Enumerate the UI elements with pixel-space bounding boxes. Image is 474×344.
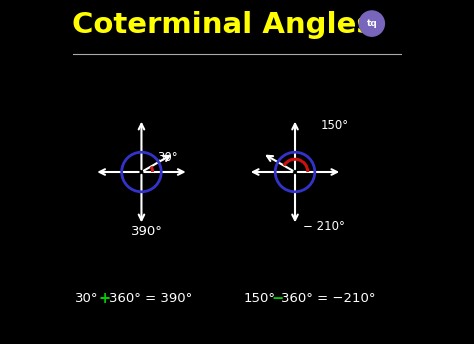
Text: Coterminal Angles: Coterminal Angles bbox=[73, 11, 374, 39]
Text: 390°: 390° bbox=[131, 225, 163, 238]
Text: −: − bbox=[271, 291, 283, 306]
Text: 360° = 390°: 360° = 390° bbox=[109, 292, 192, 305]
Circle shape bbox=[359, 11, 384, 36]
Text: 150°: 150° bbox=[244, 292, 276, 305]
Text: tq: tq bbox=[366, 19, 377, 28]
Text: 150°: 150° bbox=[320, 119, 349, 132]
Text: 30°: 30° bbox=[75, 292, 99, 305]
Text: 30°: 30° bbox=[157, 151, 177, 164]
Text: +: + bbox=[99, 291, 111, 306]
Text: 360° = −210°: 360° = −210° bbox=[282, 292, 376, 305]
Text: − 210°: − 210° bbox=[303, 220, 345, 233]
